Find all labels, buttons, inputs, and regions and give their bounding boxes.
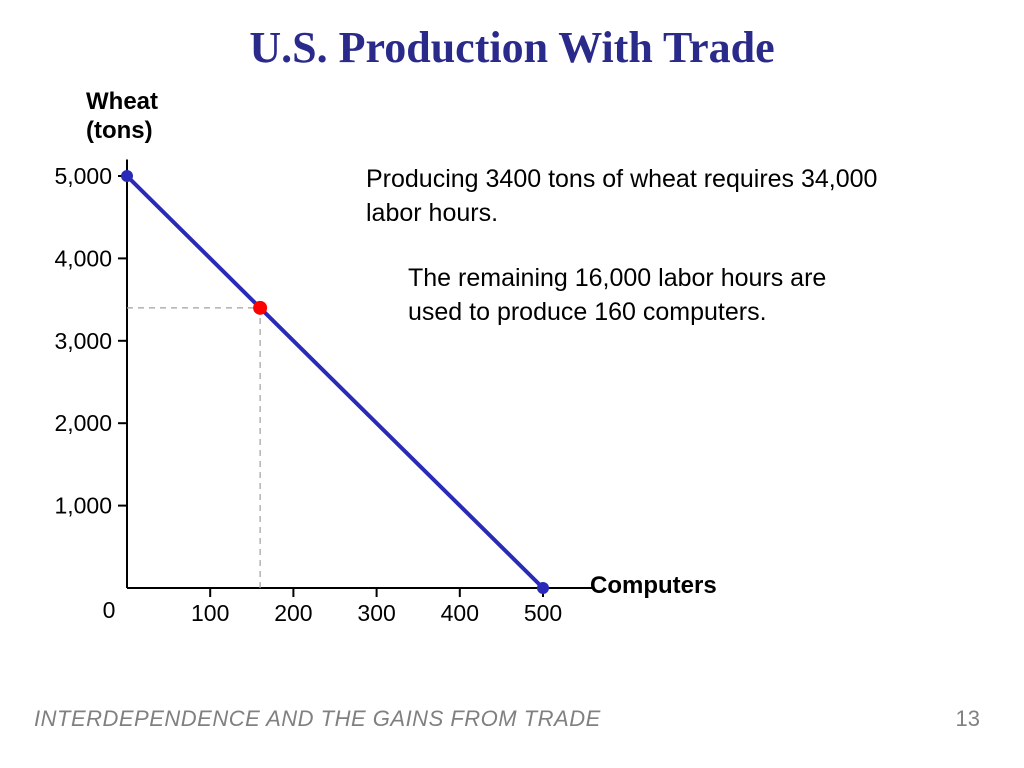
x-tick-label: 400 — [441, 600, 479, 626]
y-tick-label: 1,000 — [54, 493, 112, 519]
ppf-chart: 1,000 2,000 3,000 4,000 5,000 100 200 300 400 500… — [0, 0, 1024, 768]
ppf-line — [127, 176, 543, 588]
ppf-endpoint — [121, 170, 133, 182]
origin-label: 0 — [103, 597, 116, 623]
production-point — [253, 301, 267, 315]
y-tick-label: 4,000 — [54, 245, 112, 271]
y-tick-label: 3,000 — [54, 328, 112, 354]
ppf-endpoint — [537, 582, 549, 594]
x-tick-label: 100 — [191, 600, 229, 626]
x-tick-label: 200 — [274, 600, 312, 626]
y-tick-label: 5,000 — [54, 163, 112, 189]
x-tick-label: 300 — [357, 600, 395, 626]
x-tick-label: 500 — [524, 600, 562, 626]
y-tick-label: 2,000 — [54, 410, 112, 436]
